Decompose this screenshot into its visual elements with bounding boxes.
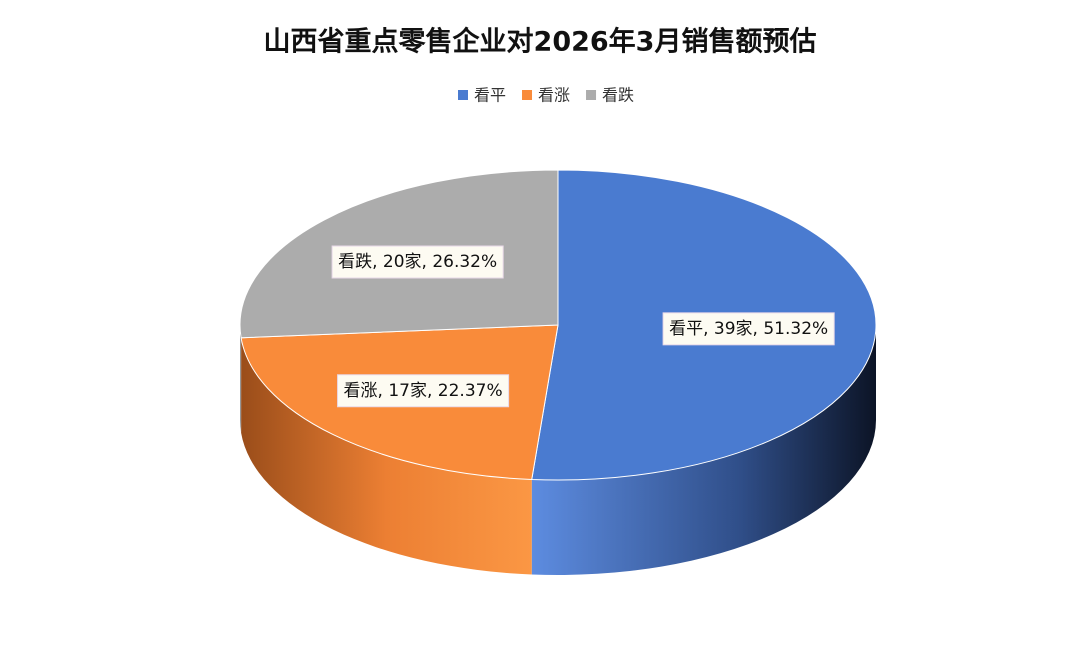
pie-side — [240, 325, 242, 433]
legend-swatch — [458, 90, 468, 100]
data-label: 看涨, 17家, 22.37% — [344, 381, 503, 401]
data-label: 看平, 39家, 51.32% — [669, 319, 828, 339]
data-label-box — [662, 312, 835, 346]
chart-title: 山西省重点零售企业对2026年3月销售额预估 — [264, 26, 817, 58]
legend-label: 看涨 — [538, 86, 570, 105]
pie-side — [241, 337, 532, 575]
data-label: 看跌, 20家, 26.32% — [338, 252, 497, 272]
legend-swatch — [586, 90, 597, 100]
legend-label: 看平 — [474, 86, 506, 105]
data-label-box — [337, 374, 510, 408]
data-label-box — [331, 245, 504, 279]
pie-side — [531, 325, 876, 575]
legend-label: 看跌 — [602, 86, 634, 105]
legend-swatch — [522, 90, 533, 100]
